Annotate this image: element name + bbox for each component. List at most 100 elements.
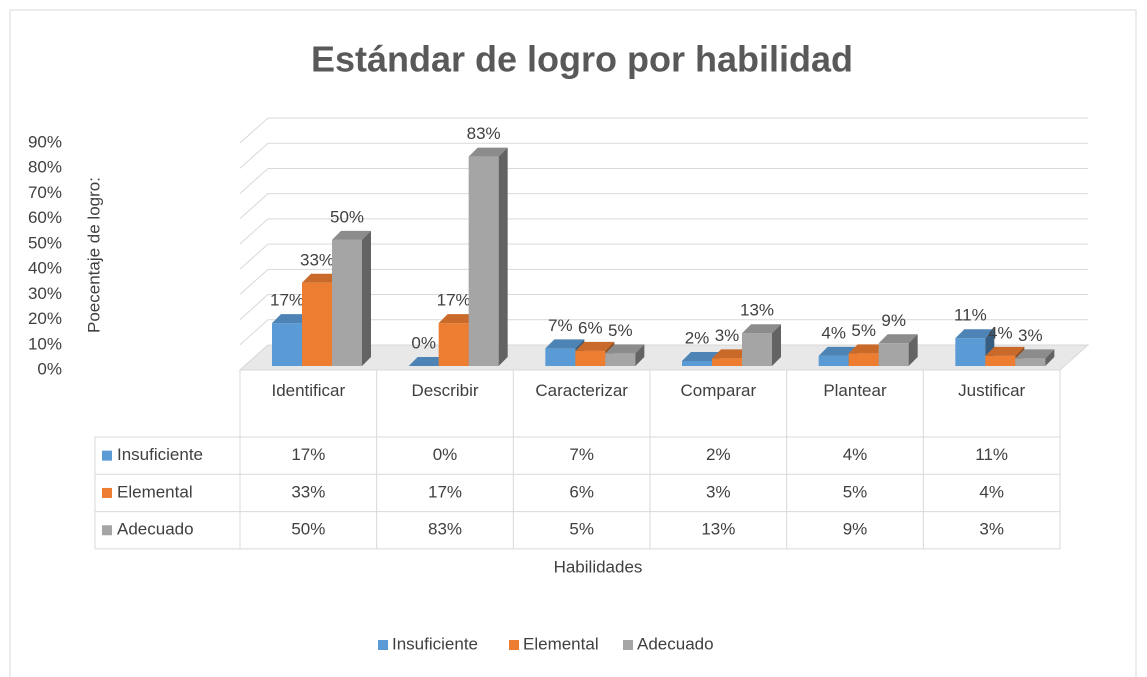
data-label: 3% [1018,326,1043,345]
x-tick-label: Justificar [958,381,1026,400]
y-tick-label: 80% [28,158,62,177]
x-tick-label: Comparar [680,381,757,400]
table-cell: 9% [843,520,868,539]
data-label: 9% [881,311,906,330]
bar-front [682,360,712,366]
data-label: 0% [411,333,436,352]
bar [408,357,448,366]
x-tick-cell: Justificar [958,381,1026,400]
data-label: 50% [330,207,364,226]
table-cell: 4% [843,445,868,464]
bar-top [1015,349,1055,359]
table-series-name: Insuficiente [117,445,203,464]
bar [878,334,918,366]
table-series-name: Elemental [117,482,193,501]
bar-front [468,156,499,366]
grid-line [239,344,1088,371]
table-cell: 0% [433,445,458,464]
table-cell: 5% [569,520,594,539]
bar-front [605,353,636,366]
y-tick-label: 90% [28,132,62,151]
table-cell: 5% [843,482,868,501]
bar [742,324,781,366]
bar-top [545,339,585,349]
table-cell: 11% [975,445,1008,464]
bar-top [605,344,645,354]
data-label: 83% [467,124,501,143]
table-series-name: Adecuado [117,520,194,539]
grid-line [239,193,1088,220]
table-cell: 7% [569,445,594,464]
bar-side [1045,349,1055,366]
x-tick-cell: Identificar [271,381,346,400]
bar-top [955,329,995,339]
data-label: 4% [988,323,1013,342]
x-tick-cell: Caracterizar [535,381,628,400]
y-tick-label: 0% [37,359,62,378]
bar [468,147,508,366]
legend-swatch [102,525,112,536]
bar-top [985,346,1025,356]
y-tick-label: 10% [28,334,62,353]
bar-side [908,334,918,366]
y-tick-label: 70% [28,183,62,202]
bar-front [848,353,879,366]
x-tick-label: Plantear [823,381,887,400]
bar [1015,349,1055,366]
bar [575,341,615,366]
legend-swatch [623,640,633,650]
table-cell: 3% [979,520,1004,539]
bar-front [575,350,606,366]
data-label: 4% [821,323,846,342]
table-cell: 3% [706,482,731,501]
x-tick-label: Identificar [271,381,346,400]
bar-front [1015,358,1046,366]
x-tick-cell: Comparar [680,381,757,400]
grid-line [239,218,1088,245]
bar-front [878,343,909,366]
bar-top [302,273,341,283]
bar-side [498,147,508,366]
y-axis-title: Poecentaje de logro: [84,177,103,333]
grid-line [239,268,1088,295]
data-label: 5% [851,321,876,340]
data-label: 2% [685,328,710,347]
grid-line [239,117,1088,144]
bar-front [302,282,332,366]
chart-title: Estándar de logro por habilidad [311,39,853,80]
data-label: 33% [300,250,334,269]
y-tick-label: 40% [28,259,62,278]
bar-front [985,355,1016,366]
legend-swatch [378,640,388,650]
bar-top [332,230,371,240]
bar-front [955,338,986,366]
data-label: 3% [715,326,740,345]
data-label: 7% [548,316,573,335]
bar-top [848,344,888,354]
table-cell: 17% [428,482,462,501]
bar-front [545,348,576,366]
grid-line [239,167,1088,194]
bar-top [682,351,721,361]
data-label: 17% [437,291,471,310]
bar-top [712,349,751,359]
bar-side [362,230,371,366]
bar-top [878,334,918,344]
grid-line [239,294,1088,320]
table-cell: 83% [428,520,462,539]
y-tick-label: 50% [28,233,62,252]
legend-swatch [102,450,112,461]
data-label: 13% [740,301,774,320]
table-cell: 13% [701,520,735,539]
data-label: 11% [954,306,987,325]
bar [605,344,645,366]
grid-line [239,319,1088,346]
bar-top [742,324,781,334]
x-tick-label: Describir [411,381,479,400]
x-tick-cell: Plantear [823,381,887,400]
bar-front [438,323,469,366]
bar-top [468,147,508,157]
table-cell: 33% [291,482,325,501]
x-tick-label: Caracterizar [535,381,628,400]
